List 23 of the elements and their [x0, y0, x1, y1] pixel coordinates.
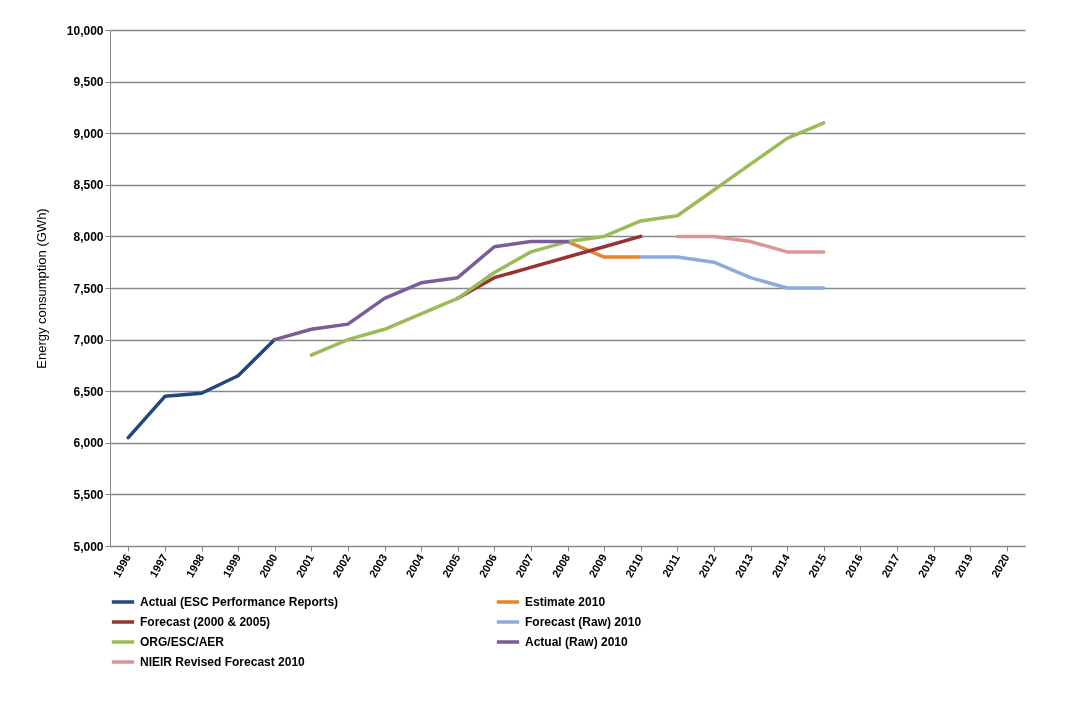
legend-label: Actual (Raw) 2010: [525, 635, 629, 649]
legend-label: Estimate 2010: [525, 595, 606, 609]
y-tick-label: 5,000: [73, 539, 104, 554]
legend-label: NIEIR Revised Forecast 2010: [140, 655, 306, 669]
y-tick-label: 9,000: [73, 126, 104, 141]
line-series: [309, 121, 826, 357]
y-tick-label: 6,500: [73, 384, 104, 399]
y-axis-title: Energy consumption (GWh): [33, 208, 49, 369]
y-tick-label: 7,500: [73, 281, 104, 296]
y-tick-label: 6,000: [73, 436, 104, 451]
legend-label: Forecast (Raw) 2010: [525, 615, 642, 629]
y-tick-label: 5,500: [73, 487, 104, 502]
y-tick-label: 8,500: [73, 178, 104, 193]
y-tick-label: 9,500: [73, 75, 104, 90]
line-series: [272, 239, 570, 342]
y-tick-label: 7,000: [73, 333, 104, 348]
line-series: [638, 255, 826, 290]
line-series: [126, 337, 277, 440]
legend-label: Forecast (2000 & 2005): [140, 615, 271, 629]
y-tick-label: 8,000: [73, 229, 104, 244]
legend-label: ORG/ESC/AER: [140, 635, 225, 649]
legend-label: Actual (ESC Performance Reports): [140, 595, 339, 609]
y-tick-label: 10,000: [66, 23, 104, 38]
